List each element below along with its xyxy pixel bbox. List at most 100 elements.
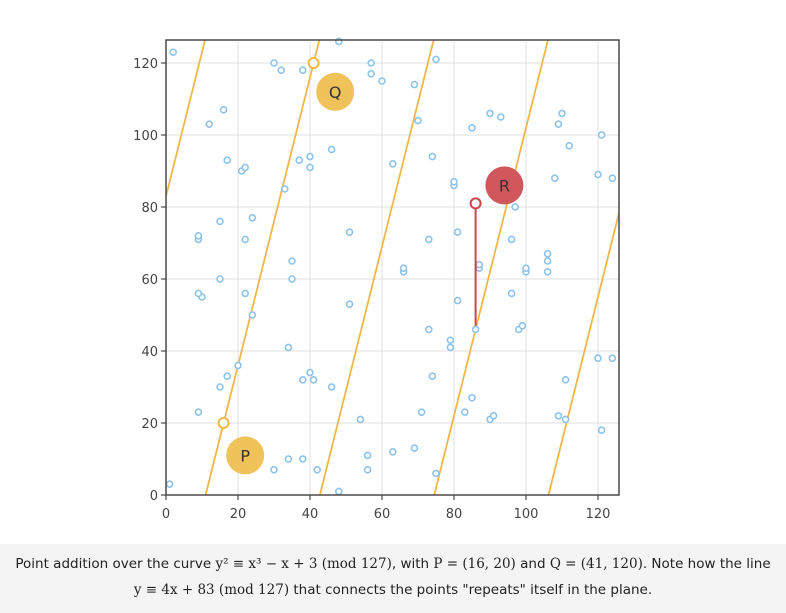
curve-point-64 bbox=[446, 343, 455, 352]
point-P-marker bbox=[217, 417, 230, 429]
curve-point-97 bbox=[594, 170, 602, 179]
curve-point-0 bbox=[165, 480, 174, 489]
curve-point-70 bbox=[460, 408, 469, 417]
curve-point-35 bbox=[306, 152, 314, 161]
curve-point-30 bbox=[298, 455, 307, 463]
point-P-badge bbox=[226, 436, 265, 475]
x-tick-label-120: 120 bbox=[586, 507, 611, 522]
curve-point-17 bbox=[241, 289, 249, 298]
curve-point-74 bbox=[475, 260, 484, 269]
curve-point-24 bbox=[280, 185, 289, 193]
curve-point-8 bbox=[216, 383, 224, 391]
curve-point-19 bbox=[248, 214, 257, 222]
curve-point-76 bbox=[486, 109, 494, 118]
curve-point-50 bbox=[388, 447, 397, 456]
line-segment-0 bbox=[166, 40, 206, 200]
curve-point-58 bbox=[424, 325, 433, 334]
highlighted-points-layer: P Q R bbox=[217, 57, 524, 475]
y-tick-label-80: 80 bbox=[141, 201, 158, 216]
curve-point-9 bbox=[216, 275, 224, 283]
curve-point-21 bbox=[270, 465, 278, 474]
reflection-segment-layer bbox=[471, 203, 480, 334]
caption-and: and bbox=[515, 556, 550, 572]
curve-point-14 bbox=[234, 361, 242, 370]
curve-point-11 bbox=[219, 106, 228, 114]
caption-line-1: Point addition over the curve y² ≡ x³ − … bbox=[0, 556, 786, 572]
curve-point-62 bbox=[432, 469, 440, 478]
x-tick-label-80: 80 bbox=[446, 507, 463, 522]
curve-point-31 bbox=[298, 375, 307, 384]
caption-line-2: y ≡ 4x + 83 (mod 127) that connects the … bbox=[0, 582, 786, 598]
curve-point-92 bbox=[558, 109, 566, 118]
point-R-badge bbox=[485, 166, 524, 205]
curve-point-40 bbox=[334, 487, 343, 496]
curve-point-53 bbox=[399, 264, 408, 273]
curve-point-79 bbox=[507, 235, 516, 244]
curve-point-28 bbox=[288, 275, 296, 283]
curve-point-93 bbox=[561, 415, 570, 424]
curve-point-56 bbox=[414, 116, 422, 125]
curve-point-7 bbox=[205, 120, 213, 128]
curve-point-54 bbox=[410, 444, 419, 453]
curve-point-100 bbox=[608, 354, 617, 363]
curve-point-101 bbox=[608, 174, 617, 182]
curve-point-99 bbox=[597, 131, 606, 139]
plot-area bbox=[166, 40, 619, 495]
curve-point-86 bbox=[543, 267, 552, 276]
y-tick-label-100: 100 bbox=[133, 129, 158, 144]
curve-point-39 bbox=[327, 383, 336, 391]
curve-point-22 bbox=[270, 59, 278, 67]
point-R-label: R bbox=[499, 176, 510, 195]
curve-point-23 bbox=[277, 66, 286, 74]
curve-point-2 bbox=[194, 408, 203, 417]
caption-mid: , with bbox=[391, 556, 434, 572]
curve-point-46 bbox=[363, 465, 372, 474]
curve-point-94 bbox=[561, 375, 570, 384]
curve-point-80 bbox=[507, 289, 516, 298]
curve-point-81 bbox=[511, 203, 520, 211]
curve-point-1 bbox=[169, 48, 177, 57]
curve-point-65 bbox=[446, 336, 455, 345]
caption-suffix: . Note how the line bbox=[642, 556, 771, 572]
y-tick-label-20: 20 bbox=[141, 417, 158, 432]
line-equation: y ≡ 4x + 83 (mod 127) bbox=[133, 582, 290, 598]
curve-point-43 bbox=[345, 300, 354, 309]
curve-point-83 bbox=[518, 321, 527, 330]
line-segment-2 bbox=[319, 40, 435, 495]
curve-point-26 bbox=[284, 343, 293, 352]
curve-point-77 bbox=[489, 411, 498, 420]
curve-point-63 bbox=[432, 55, 440, 64]
x-tick-label-20: 20 bbox=[230, 507, 247, 522]
curve-point-68 bbox=[453, 228, 462, 236]
point-P-label: P bbox=[240, 446, 250, 465]
chart-plot: P Q R 0 20 40 60 80 100 120 0 20 40 60 80 100 120 bbox=[133, 37, 620, 522]
plot-frame bbox=[165, 39, 620, 496]
curve-point-38 bbox=[327, 145, 336, 154]
curve-point-20 bbox=[248, 311, 257, 319]
curve-point-29 bbox=[295, 156, 304, 164]
curve-point-91 bbox=[554, 120, 563, 128]
y-tick-label-120: 120 bbox=[133, 57, 158, 72]
curve-point-59 bbox=[424, 235, 433, 244]
x-tick-label-60: 60 bbox=[374, 507, 391, 522]
curve-point-36 bbox=[309, 375, 318, 384]
curve-point-25 bbox=[284, 455, 293, 463]
curve-point-42 bbox=[345, 228, 354, 236]
curve-point-95 bbox=[565, 142, 574, 150]
curve-point-88 bbox=[543, 250, 552, 258]
curve-point-10 bbox=[216, 217, 224, 226]
y-tick-label-40: 40 bbox=[141, 345, 158, 360]
point-Q-label: Q bbox=[329, 83, 342, 102]
curve-point-87 bbox=[543, 257, 552, 265]
caption: Point addition over the curve y² ≡ x³ − … bbox=[0, 544, 786, 613]
curve-point-90 bbox=[554, 411, 563, 420]
y-tick-label-60: 60 bbox=[141, 273, 158, 288]
curve-point-60 bbox=[428, 372, 437, 381]
curve-point-4 bbox=[194, 232, 203, 240]
curve-point-57 bbox=[417, 408, 426, 417]
curve-point-48 bbox=[367, 70, 376, 78]
curve-point-27 bbox=[288, 257, 296, 265]
curve-points-layer bbox=[165, 37, 617, 496]
caption-line2-suffix: that connects the points "repeats" itsel… bbox=[289, 582, 653, 598]
curve-point-45 bbox=[363, 451, 372, 460]
